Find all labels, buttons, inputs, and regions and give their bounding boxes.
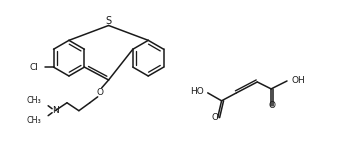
Text: O: O [269, 101, 276, 110]
Text: O: O [211, 113, 218, 122]
Text: S: S [106, 15, 112, 26]
Text: Cl: Cl [30, 63, 39, 72]
Text: CH₃: CH₃ [26, 116, 41, 125]
Text: HO: HO [190, 87, 204, 96]
Text: OH: OH [292, 76, 306, 85]
Text: O: O [96, 88, 103, 97]
Text: CH₃: CH₃ [26, 96, 41, 105]
Text: N: N [52, 106, 58, 115]
